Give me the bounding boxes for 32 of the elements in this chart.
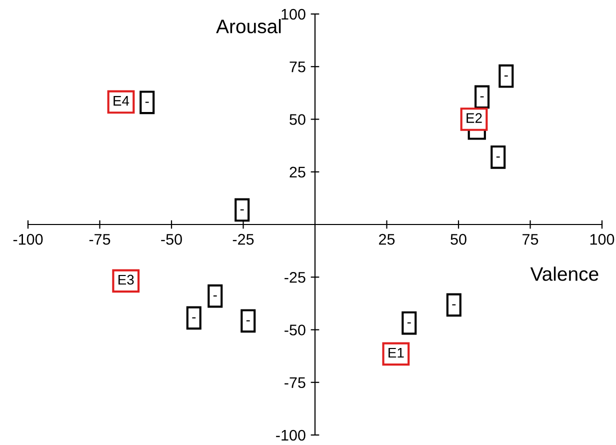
data-label: - [480, 96, 484, 98]
x-tick-label: 50 [450, 234, 466, 245]
x-axis-title: Valence [530, 266, 598, 281]
data-label: - [213, 295, 217, 297]
y-axis-title: Arousal [216, 19, 281, 34]
data-label: - [246, 320, 250, 322]
y-tick-label: -50 [284, 324, 306, 336]
x-tick-label: -25 [232, 234, 254, 245]
x-tick-label: 100 [590, 234, 614, 245]
data-label: - [407, 322, 411, 324]
data-label: E1 [388, 348, 404, 358]
data-label: - [504, 75, 508, 77]
data-label: - [145, 102, 149, 103]
data-label: E3 [118, 274, 134, 285]
data-label: E2 [466, 113, 482, 123]
data-label: - [240, 209, 244, 210]
y-tick-label: 25 [290, 166, 306, 178]
y-tick-label: -100 [276, 430, 306, 441]
y-tick-label: 50 [290, 114, 306, 125]
x-tick-label: 25 [379, 234, 395, 245]
x-tick-label: -75 [89, 234, 110, 245]
data-label: E4 [114, 96, 130, 106]
data-label: - [496, 156, 500, 158]
x-tick-label: -100 [13, 234, 43, 245]
x-tick-label: 75 [522, 234, 538, 245]
y-tick-label: 100 [282, 8, 306, 20]
y-tick-label: -75 [284, 377, 306, 388]
y-tick-label: 75 [290, 62, 306, 72]
x-tick-label: -50 [161, 234, 182, 245]
y-tick-label: -25 [284, 272, 306, 283]
data-label: - [452, 304, 456, 306]
data-label: - [192, 317, 196, 318]
